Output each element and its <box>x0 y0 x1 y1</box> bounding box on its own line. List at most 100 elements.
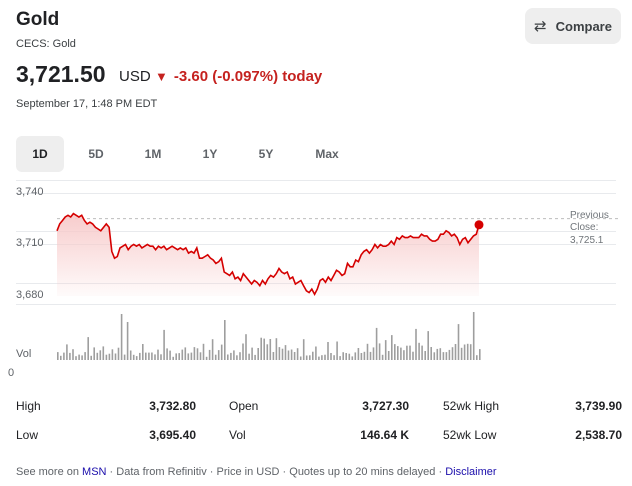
swap-arrows-icon: ⇄ <box>534 18 547 35</box>
volume-bar <box>287 350 290 360</box>
volume-bar <box>269 339 272 360</box>
volume-bar <box>81 355 83 360</box>
tab-1m[interactable]: 1M <box>144 147 162 161</box>
volume-bar <box>108 353 111 360</box>
volume-bar <box>448 349 451 360</box>
volume-bar <box>299 356 302 360</box>
volume-bar <box>469 344 472 360</box>
volume-bar <box>412 351 414 360</box>
volume-bar <box>342 352 344 360</box>
volume-zero-label: 0 <box>8 367 15 379</box>
volume-bar <box>284 345 287 360</box>
tab-5y[interactable]: 5Y <box>258 147 274 161</box>
volume-bar <box>114 353 117 360</box>
price-change: ▼ -3.60 (-0.097%) today <box>155 68 322 85</box>
volume-bar <box>69 352 71 360</box>
volume-bar <box>239 352 241 360</box>
volume-bar <box>266 344 269 360</box>
volume-bar <box>166 348 168 360</box>
tab-1y[interactable]: 1Y <box>202 147 218 161</box>
volume-bar <box>281 348 284 360</box>
volume-bar <box>457 324 460 360</box>
volume-bar <box>263 338 265 360</box>
volume-bar <box>196 348 199 360</box>
footer-middle: · Data from Refinitiv · Price in USD · Q… <box>106 466 446 478</box>
volume-bar <box>99 350 102 360</box>
volume-bar <box>169 350 171 360</box>
tab-1d[interactable]: 1D <box>16 136 64 172</box>
volume-bar <box>278 347 281 360</box>
stat-52wk-low-label: 52wk Low <box>443 428 497 442</box>
volume-bar <box>415 328 417 360</box>
volume-bar <box>160 354 162 360</box>
volume-bar <box>148 352 150 360</box>
volume-bar <box>205 356 208 360</box>
volume-bar <box>184 347 187 360</box>
volume-bar <box>296 348 299 360</box>
tab-5d[interactable]: 5D <box>88 147 104 161</box>
volume-bar <box>208 349 211 360</box>
volume-bar <box>327 342 329 360</box>
last-price-marker <box>474 220 484 230</box>
volume-bar <box>211 339 214 360</box>
volume-bar <box>90 355 92 360</box>
volume-bar <box>111 349 114 360</box>
msn-link[interactable]: MSN <box>82 466 107 478</box>
volume-bar <box>175 353 177 360</box>
volume-bar <box>418 342 420 360</box>
down-arrow-icon: ▼ <box>155 69 168 84</box>
previous-close-label-2: Close: <box>570 222 599 233</box>
volume-bar <box>181 349 184 360</box>
volume-bar <box>309 355 311 360</box>
volume-bar <box>354 352 357 360</box>
currency-label: USD <box>119 68 151 85</box>
stat-52wk-high-label: 52wk High <box>443 399 500 413</box>
volume-bar <box>333 355 335 360</box>
volume-bar <box>187 353 190 360</box>
volume-bar <box>75 356 77 360</box>
stat-high-value: 3,732.80 <box>149 399 196 413</box>
disclaimer-link[interactable]: Disclaimer <box>445 466 497 478</box>
volume-bar <box>387 351 390 360</box>
stat-vol-value: 146.64 K <box>360 428 409 442</box>
volume-bar <box>190 352 193 360</box>
volume-bar <box>351 356 354 360</box>
volume-bar <box>466 343 469 360</box>
volume-bar <box>120 314 123 360</box>
volume-bar <box>472 312 475 360</box>
previous-close-label: Previous <box>570 210 609 221</box>
volume-bar <box>129 350 132 360</box>
volume-bar <box>224 320 226 360</box>
volume-bar <box>202 343 205 360</box>
volume-bar <box>227 354 229 360</box>
volume-bar <box>66 344 68 360</box>
volume-bar <box>348 353 351 360</box>
volume-bars <box>57 312 481 360</box>
compare-button-label: Compare <box>555 18 612 34</box>
volume-bar <box>318 356 320 360</box>
volume-bar <box>384 340 387 360</box>
volume-bar <box>394 344 396 360</box>
volume-bar <box>78 354 80 360</box>
volume-bar <box>230 352 232 360</box>
volume-bar <box>360 353 363 360</box>
price-chart[interactable] <box>0 180 632 380</box>
volume-bar <box>251 347 253 360</box>
current-price: 3,721.50 <box>16 61 106 87</box>
volume-bar <box>378 343 381 360</box>
volume-bar <box>324 354 326 360</box>
volume-bar <box>321 355 323 360</box>
volume-bar <box>102 346 105 360</box>
symbol-subtitle: CECS: Gold <box>16 38 76 50</box>
y-tick-label: 3,680 <box>16 289 44 301</box>
compare-button[interactable]: ⇄ Compare <box>525 8 621 44</box>
volume-bar <box>463 344 466 360</box>
volume-bar <box>135 356 138 360</box>
volume-bar <box>157 349 159 360</box>
volume-bar <box>117 347 120 360</box>
stat-high-label: High <box>16 399 41 413</box>
volume-bar <box>172 356 174 360</box>
tab-max[interactable]: Max <box>315 147 339 161</box>
stat-52wk-low-value: 2,538.70 <box>575 428 622 442</box>
volume-bar <box>433 352 436 360</box>
